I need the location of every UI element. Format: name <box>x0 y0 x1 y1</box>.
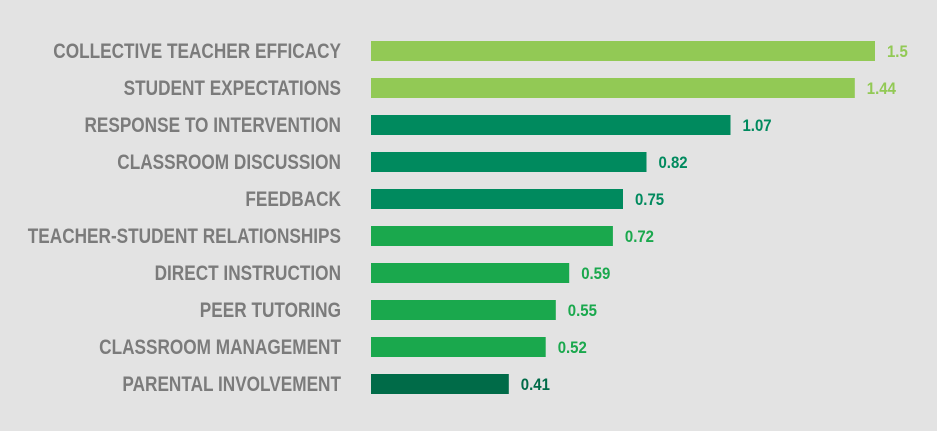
bar <box>371 41 875 61</box>
category-label: RESPONSE TO INTERVENTION <box>84 115 341 138</box>
value-label: 0.41 <box>521 376 550 394</box>
bar <box>371 115 731 135</box>
bar <box>371 189 623 209</box>
category-labels: COLLECTIVE TEACHER EFFICACY STUDENT EXPEC… <box>28 41 341 397</box>
bar <box>371 374 509 394</box>
bar <box>371 152 647 172</box>
category-label: PARENTAL INVOLVEMENT <box>122 374 341 397</box>
value-label: 0.55 <box>568 302 597 320</box>
value-label: 1.44 <box>867 80 896 98</box>
category-label: FEEDBACK <box>245 189 341 212</box>
value-label: 0.59 <box>581 265 610 283</box>
value-label: 1.5 <box>887 43 908 61</box>
bar <box>371 263 570 283</box>
value-label: 0.75 <box>635 191 664 209</box>
category-label: CLASSROOM DISCUSSION <box>117 152 341 175</box>
category-label: TEACHER-STUDENT RELATIONSHIPS <box>28 226 341 249</box>
category-label: DIRECT INSTRUCTION <box>155 263 341 286</box>
category-label: CLASSROOM MANAGEMENT <box>99 337 341 360</box>
bar <box>371 300 556 320</box>
category-label: PEER TUTORING <box>200 300 341 323</box>
bars <box>371 41 875 394</box>
category-label: STUDENT EXPECTATIONS <box>124 78 341 101</box>
category-label: COLLECTIVE TEACHER EFFICACY <box>53 41 341 64</box>
value-label: 1.07 <box>743 117 772 135</box>
bar <box>371 226 613 246</box>
bar <box>371 337 546 357</box>
value-label: 0.72 <box>625 228 654 246</box>
bar <box>371 78 855 98</box>
value-label: 0.82 <box>659 154 688 172</box>
value-labels: 1.5 1.44 1.07 0.82 0.75 0.72 0.59 0.55 0.52 0.41 <box>521 43 908 394</box>
value-label: 0.52 <box>558 339 587 357</box>
